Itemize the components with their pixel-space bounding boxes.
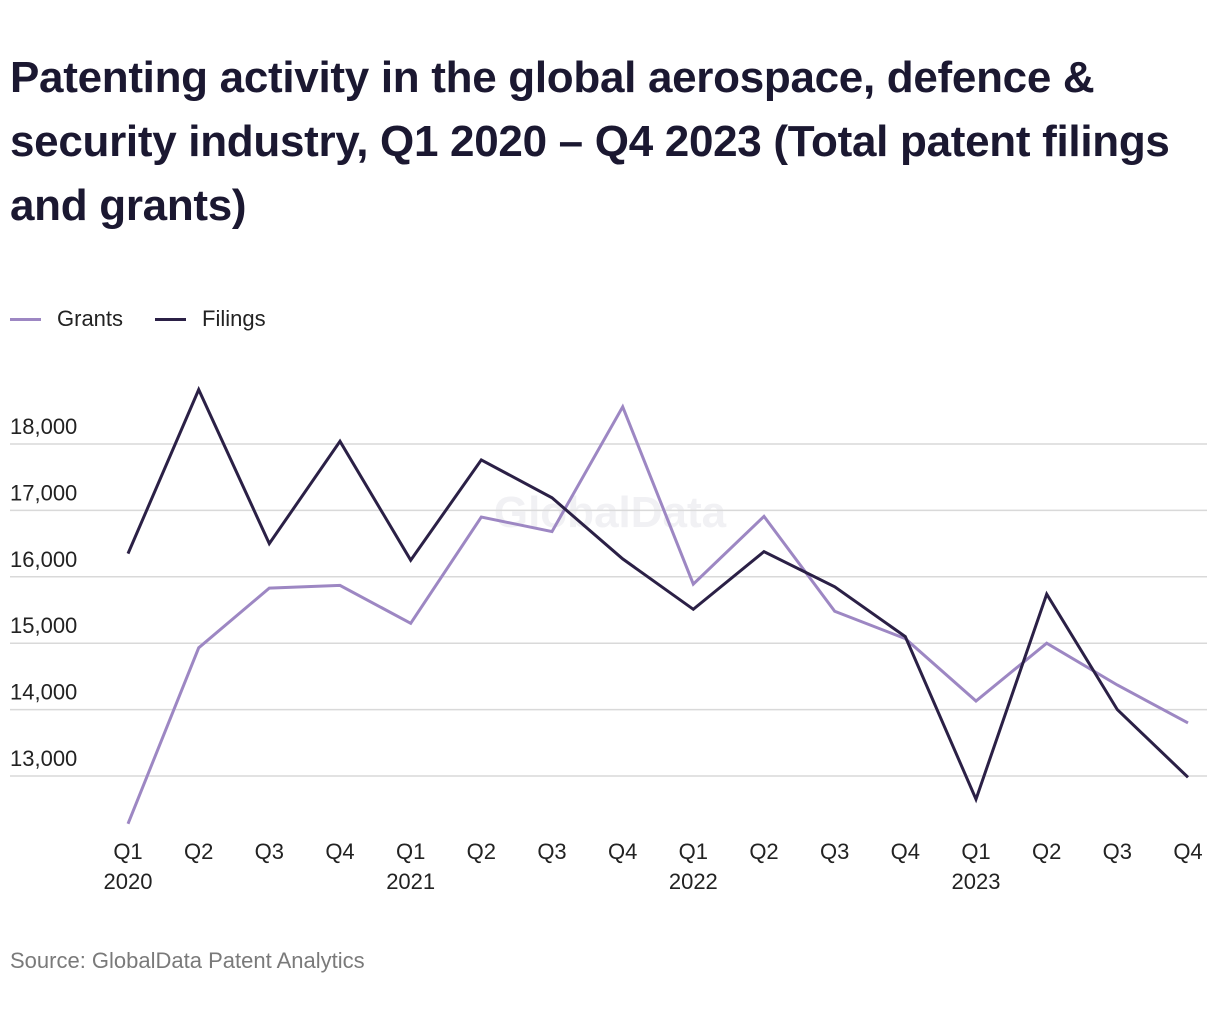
watermark: GlobalData: [494, 488, 727, 537]
legend-label-grants: Grants: [57, 306, 124, 331]
x-tick-label-13: Q2: [1032, 839, 1061, 864]
x-tick-year-12: 2023: [952, 869, 1001, 894]
x-tick-label-15: Q4: [1173, 839, 1202, 864]
chart-title: Patenting activity in the global aerospa…: [10, 53, 1170, 230]
x-tick-year-0: 2020: [104, 869, 153, 894]
x-tick-label-0: Q1: [113, 839, 142, 864]
x-tick-label-2: Q3: [255, 839, 284, 864]
x-tick-label-7: Q4: [608, 839, 637, 864]
x-tick-year-8: 2022: [669, 869, 718, 894]
series-line-filings: [126, 385, 1190, 804]
y-tick-label-16000: 16,000: [10, 547, 77, 572]
x-tick-label-5: Q2: [467, 839, 496, 864]
y-tick-label-18000: 18,000: [10, 414, 77, 439]
x-tick-label-3: Q4: [325, 839, 354, 864]
x-tick-label-8: Q1: [679, 839, 708, 864]
legend-item-grants: Grants: [10, 306, 123, 332]
legend-swatch-grants: [10, 317, 41, 321]
x-tick-label-6: Q3: [537, 839, 566, 864]
legend-label-filings: Filings: [202, 306, 266, 331]
x-tick-label-4: Q1: [396, 839, 425, 864]
x-tick-year-4: 2021: [386, 869, 435, 894]
x-tick-label-1: Q2: [184, 839, 213, 864]
y-tick-label-13000: 13,000: [10, 746, 77, 771]
source-note: Source: GlobalData Patent Analytics: [10, 948, 365, 973]
chart-legend: Grants Filings: [10, 306, 266, 332]
x-tick-label-11: Q4: [891, 839, 920, 864]
y-tick-label-17000: 17,000: [10, 480, 77, 505]
series-line-grants: [126, 403, 1189, 825]
x-tick-label-10: Q3: [820, 839, 849, 864]
legend-item-filings: Filings: [155, 306, 266, 332]
y-tick-label-14000: 14,000: [10, 680, 77, 705]
y-tick-label-15000: 15,000: [10, 613, 77, 638]
x-tick-label-14: Q3: [1103, 839, 1132, 864]
x-tick-label-9: Q2: [749, 839, 778, 864]
legend-swatch-filings: [155, 317, 187, 321]
x-tick-label-12: Q1: [961, 839, 990, 864]
